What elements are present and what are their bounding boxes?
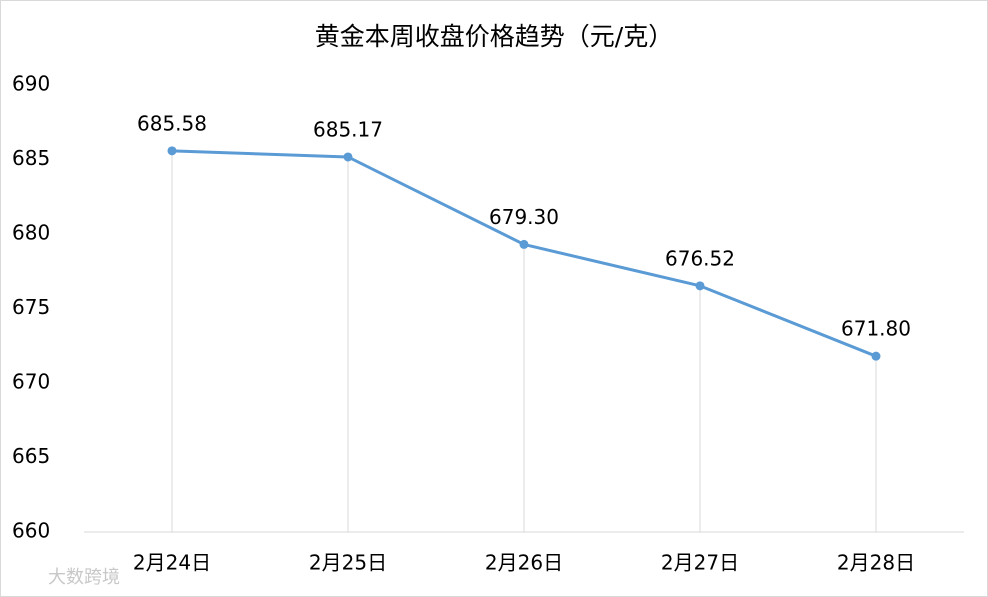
- y-tick-label: 680: [12, 221, 50, 245]
- y-tick-label: 670: [12, 370, 50, 394]
- data-point: [871, 351, 881, 361]
- data-point: [167, 146, 177, 156]
- data-label: 671.80: [841, 317, 911, 341]
- watermark: 大数跨境: [48, 567, 120, 588]
- data-label: 685.58: [137, 111, 207, 135]
- y-tick-label: 685: [12, 146, 50, 170]
- data-point: [519, 239, 529, 249]
- y-tick-label: 675: [12, 295, 50, 319]
- x-tick-label: 2月28日: [837, 551, 915, 575]
- x-tick-label: 2月25日: [309, 551, 387, 575]
- x-tick-label: 2月27日: [661, 551, 739, 575]
- x-tick-label: 2月24日: [133, 551, 211, 575]
- data-label: 685.17: [313, 117, 383, 141]
- data-label: 676.52: [665, 246, 735, 270]
- y-tick-label: 690: [12, 72, 50, 96]
- data-label: 679.30: [489, 205, 559, 229]
- x-tick-label: 2月26日: [485, 551, 563, 575]
- y-tick-label: 665: [12, 444, 50, 468]
- chart-title: 黄金本周收盘价格趋势（元/克）: [315, 22, 673, 51]
- data-point: [695, 281, 705, 291]
- y-tick-label: 660: [12, 519, 50, 543]
- data-point: [343, 152, 353, 162]
